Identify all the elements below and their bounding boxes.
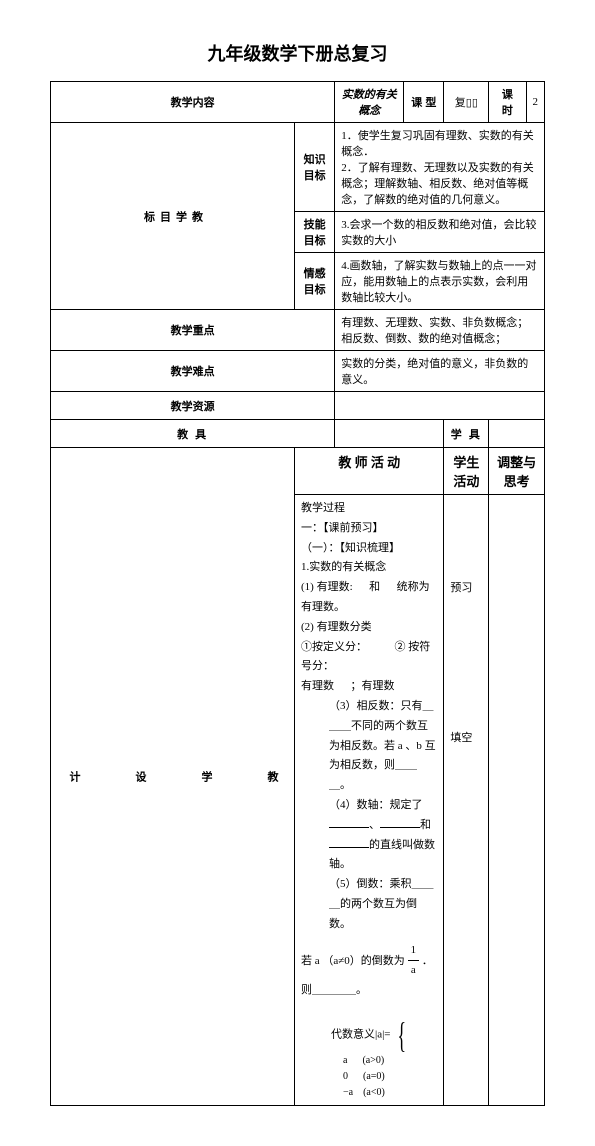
p10: （4）数轴：规定了、和的直线叫做数轴。 bbox=[301, 796, 437, 875]
skill-label: 技能目标 bbox=[295, 212, 335, 253]
p3: （一）：【知识梳理】 bbox=[301, 539, 437, 559]
p7: ①按定义分： ② 按符号分： bbox=[301, 638, 437, 678]
emotion-label: 情感目标 bbox=[295, 253, 335, 310]
knowledge-text: 1．使学生复习巩固有理数、实数的有关概念． 2．了解有理数、无理数以及实数的有关… bbox=[335, 123, 545, 212]
fraction-1-a: 1a bbox=[408, 941, 420, 982]
p4: 1.实数的有关概念 bbox=[301, 558, 437, 578]
p6: (2) 有理数分类 bbox=[301, 618, 437, 638]
teacher-activity-header: 教 师 活 动 bbox=[295, 448, 444, 495]
page-title: 九年级数学下册总复习 bbox=[50, 40, 545, 66]
p12: 若 a （a≠0）的倒数为 1a ．则＿＿＿＿。 bbox=[301, 941, 437, 1001]
study-tool-label: 学 具 bbox=[444, 420, 489, 448]
emotion-text: 4.画数轴，了解实数与数轴上的点一一对应，能用数轴上的点表示实数，会利用数轴比较… bbox=[335, 253, 545, 310]
p2: 一：【课前预习】 bbox=[301, 519, 437, 539]
focus-text: 有理数、无理数、实数、非负数概念；相反数、倒数、数的绝对值概念； bbox=[335, 310, 545, 351]
difficulty-label: 教学难点 bbox=[51, 351, 335, 392]
student-activity-header: 学生活动 bbox=[444, 448, 489, 495]
p5: (1) 有理数: 和 统称为有理数。 bbox=[301, 578, 437, 618]
content-value: 实数的有关概念 bbox=[335, 82, 404, 123]
adjust-header: 调整与思考 bbox=[489, 448, 545, 495]
hours-value: 2 bbox=[526, 82, 545, 123]
design-side-label: 教学设计 bbox=[51, 448, 295, 1106]
lesson-table: 教学内容 实数的有关概念 课 型 复▯▯ 课 时 2 教学目标 知识目标 1．使… bbox=[50, 81, 545, 1106]
focus-label: 教学重点 bbox=[51, 310, 335, 351]
goals-side-label: 教学目标 bbox=[51, 123, 295, 310]
label-type: 课 型 bbox=[404, 82, 444, 123]
skill-text: 3.会求一个数的相反数和绝对值，会比较实数的大小 bbox=[335, 212, 545, 253]
resource-text bbox=[335, 392, 545, 420]
knowledge-label: 知识目标 bbox=[295, 123, 335, 212]
teach-tool-label: 教 具 bbox=[51, 420, 335, 448]
p1: 教学过程 bbox=[301, 499, 437, 519]
difficulty-text: 实数的分类，绝对值的意义，非负数的意义。 bbox=[335, 351, 545, 392]
type-value: 复▯▯ bbox=[444, 82, 489, 123]
resource-label: 教学资源 bbox=[51, 392, 335, 420]
teach-tool-value bbox=[335, 420, 444, 448]
student-s2: 填空 bbox=[450, 729, 482, 749]
abs-expression: 代数意义|a|= { a (a>0) 0 (a=0) −a (a<0) bbox=[301, 1017, 437, 1101]
student-s1: 预习 bbox=[450, 579, 482, 599]
label-content: 教学内容 bbox=[51, 82, 335, 123]
p8: 有理数 ；有理数 bbox=[301, 677, 437, 697]
label-hours: 课 时 bbox=[489, 82, 526, 123]
student-activity-body: 预习 填空 bbox=[444, 495, 489, 1106]
study-tool-value bbox=[489, 420, 545, 448]
adjust-body bbox=[489, 495, 545, 1106]
teacher-activity-body: 教学过程 一：【课前预习】 （一）：【知识梳理】 1.实数的有关概念 (1) 有… bbox=[295, 495, 444, 1106]
p11: （5）倒数：乘积＿＿＿的两个数互为倒数。 bbox=[301, 875, 437, 934]
p9: （3）相反数：只有＿＿＿不同的两个数互为相反数。若 a 、b 互为相反数，则＿＿… bbox=[301, 697, 437, 796]
